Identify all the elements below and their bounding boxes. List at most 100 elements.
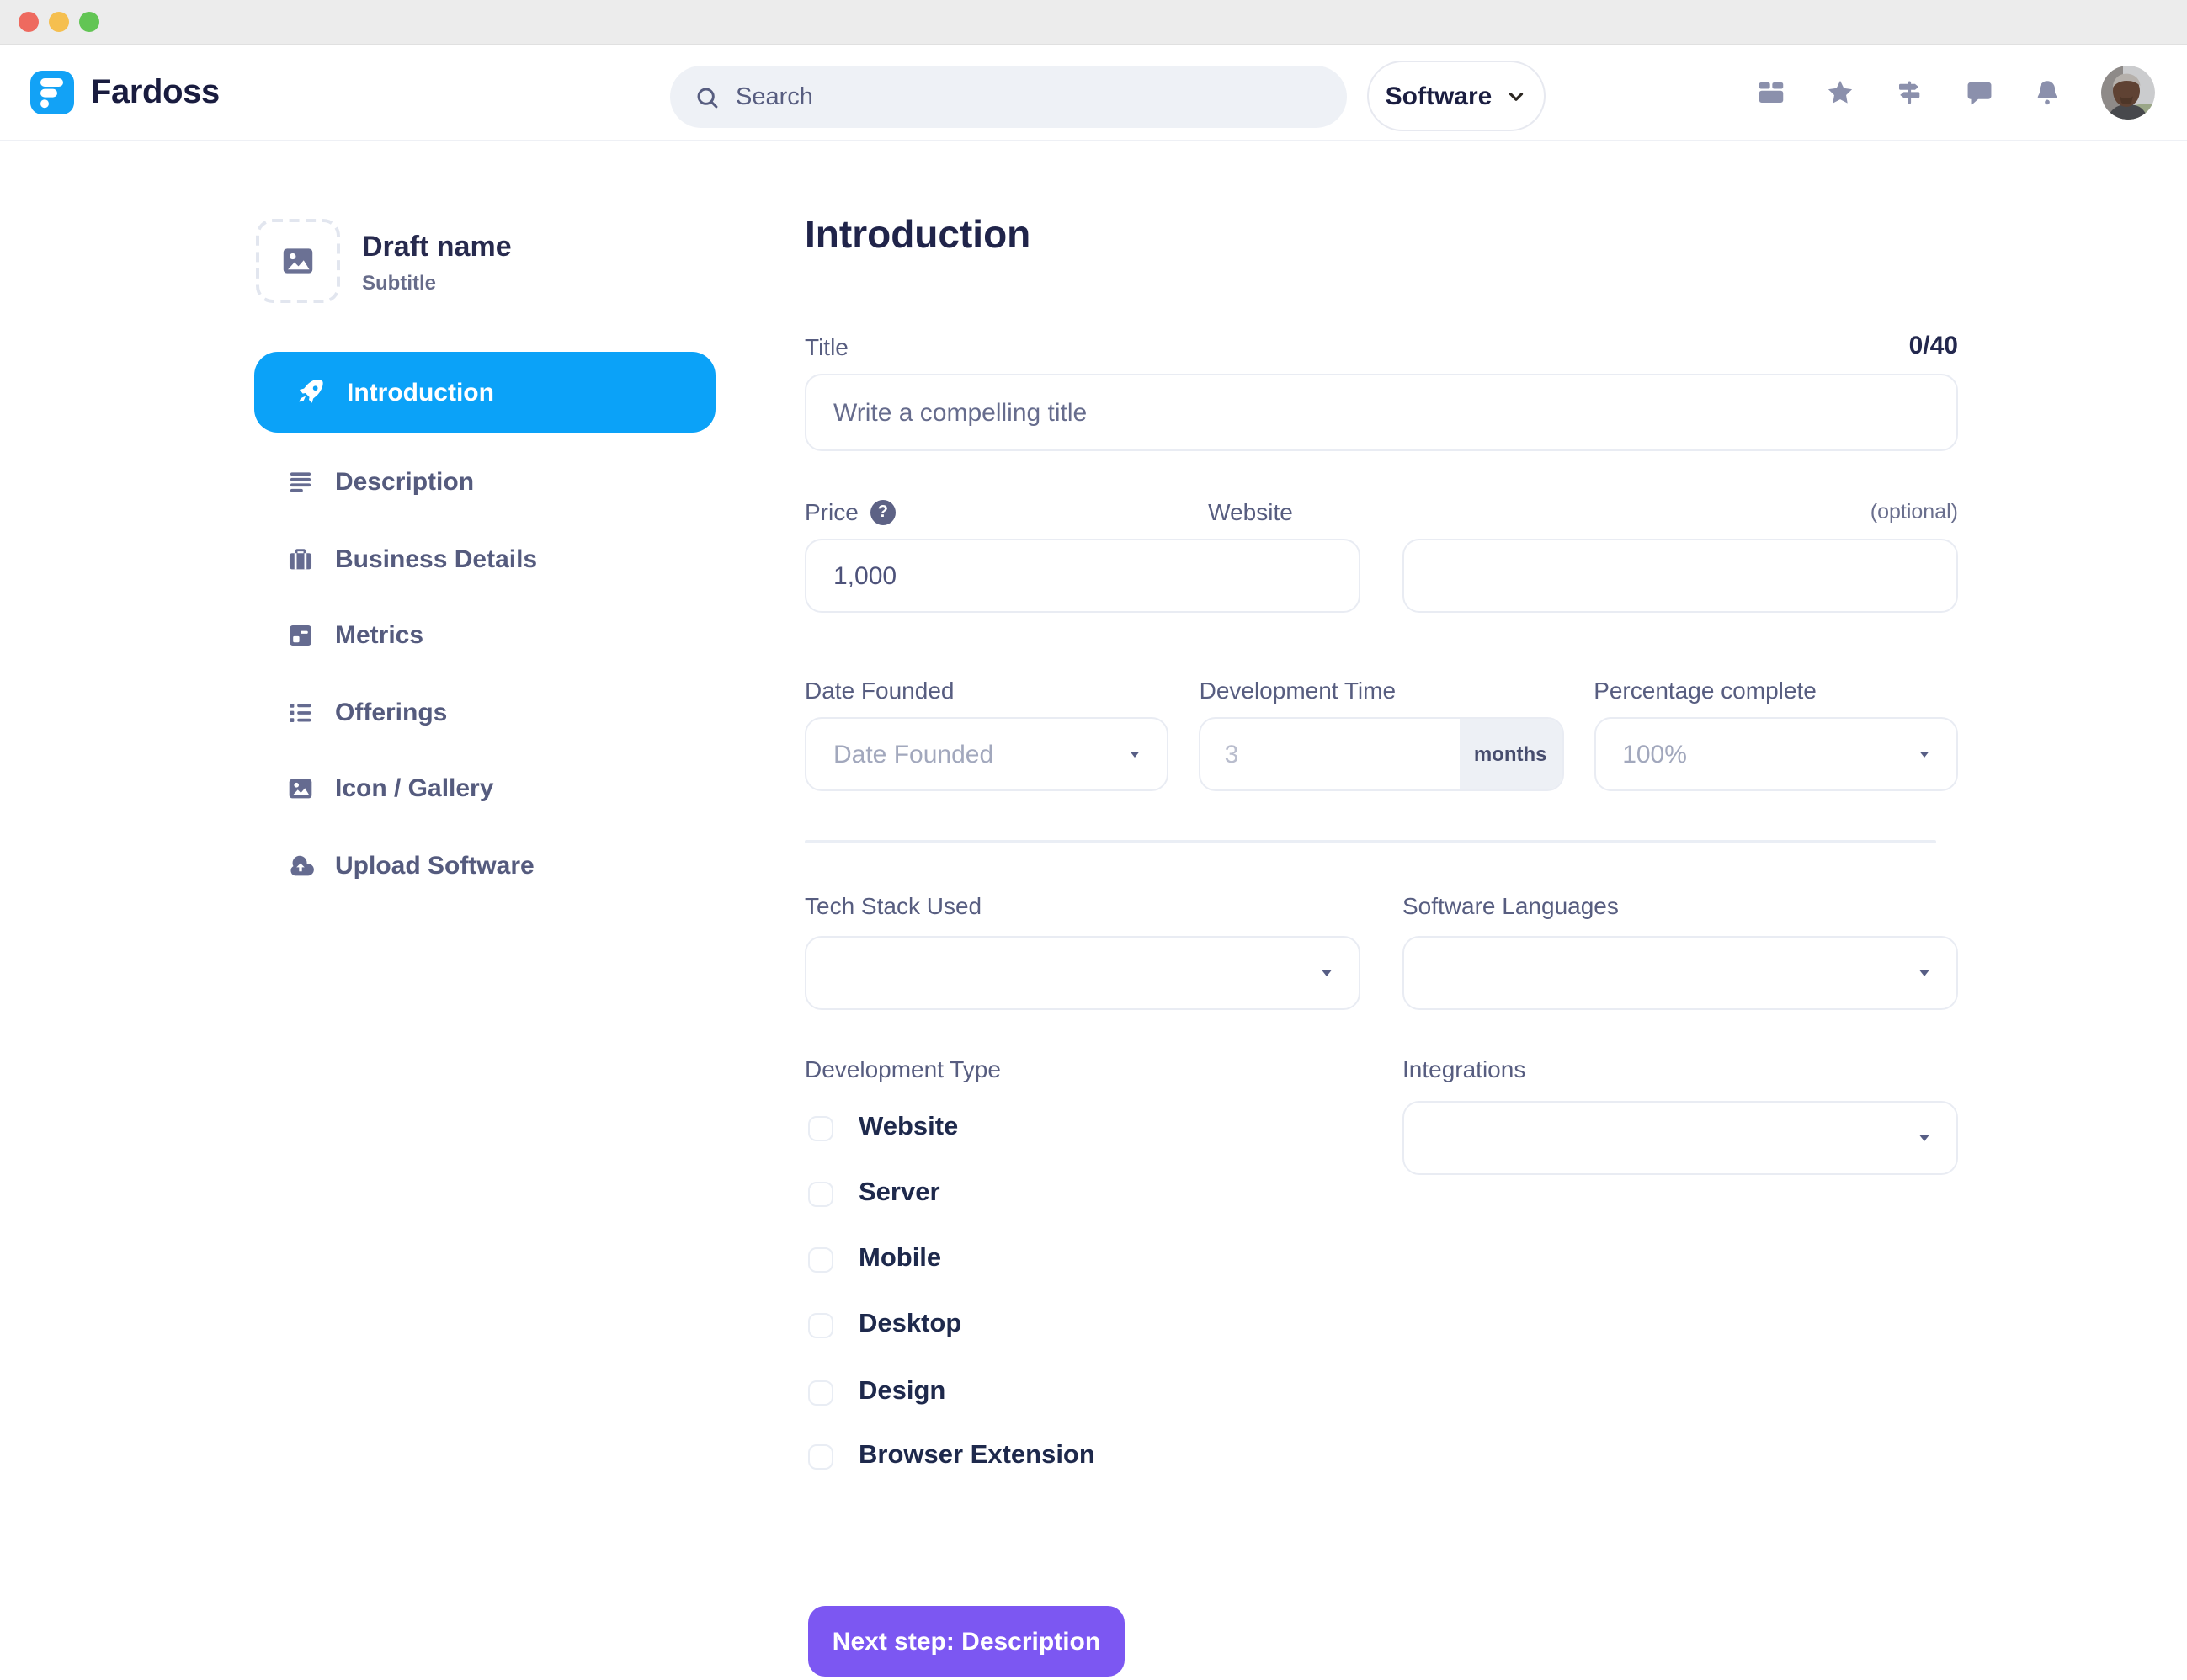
section-divider [805,840,1936,843]
caret-down-icon [1322,970,1332,976]
bell-icon[interactable] [2032,77,2062,108]
window-close-button[interactable] [19,12,39,32]
sidebar-item-description[interactable]: Description [286,461,474,502]
date-founded-select[interactable]: Date Founded [805,717,1169,791]
image-icon [289,778,312,798]
tech-stack-label: Tech Stack Used [805,892,982,919]
checkbox-label: Desktop [859,1310,962,1338]
development-type-label: Development Type [805,1055,1001,1082]
introduction-form: Introduction Title 0/40 Price ? Website … [805,199,1958,1680]
checkbox[interactable] [808,1115,833,1140]
rocket-icon [299,380,323,403]
caret-down-icon [1919,970,1929,976]
founded-time-percent-labels: Date Founded Development Time Percentage… [805,677,1958,707]
draft-name: Draft name [362,231,512,263]
sidebar-item-metrics[interactable]: Metrics [286,614,423,655]
title-label-row: Title 0/40 [805,332,1958,360]
caret-down-icon [1131,752,1141,758]
devtype-option-browser-extension[interactable]: Browser Extension [808,1434,1095,1478]
date-founded-value: Date Founded [833,740,994,768]
title-char-counter: 0/40 [1908,332,1958,360]
website-label: Website [1208,498,1293,525]
sidebar-item-upload-software[interactable]: Upload Software [286,845,535,885]
devtype-option-mobile[interactable]: Mobile [808,1237,941,1281]
stack-languages-labels: Tech Stack Used Software Languages [805,892,1958,922]
sidebar-item-business-details[interactable]: Business Details [286,539,537,579]
sidebar-item-label: Upload Software [335,851,535,880]
software-languages-label: Software Languages [1402,892,1619,919]
star-icon[interactable] [1825,77,1855,108]
website-input[interactable] [1402,539,1958,613]
next-step-button[interactable]: Next step: Description [808,1606,1125,1677]
search-input[interactable] [736,83,1323,110]
draft-summary: Draft name Subtitle [256,219,512,303]
development-time-group: months [1199,717,1564,791]
price-label: Price [805,498,859,525]
brand[interactable]: Fardoss [30,45,220,140]
founded-time-percent-fields: Date Founded months 100% [805,717,1958,791]
devtype-option-server[interactable]: Server [808,1172,940,1215]
percentage-complete-select[interactable]: 100% [1594,717,1958,791]
integrations-select[interactable] [1402,1101,1958,1175]
box-icon[interactable] [1756,77,1786,108]
help-icon[interactable]: ? [870,499,896,524]
sidebar-item-label: Offerings [335,698,448,726]
percentage-complete-value: 100% [1622,740,1687,768]
signpost-icon[interactable] [1894,77,1924,108]
sidebar-item-icon-gallery[interactable]: Icon / Gallery [286,768,493,808]
window-titlebar [0,0,2187,45]
development-time-input[interactable] [1200,719,1460,789]
cloud-upload-icon [290,854,314,875]
draft-meta: Draft name Subtitle [362,219,512,303]
devtype-option-design[interactable]: Design [808,1370,945,1414]
search-bar[interactable] [670,66,1347,128]
software-languages-select[interactable] [1402,936,1958,1010]
category-selector[interactable]: Software [1367,61,1546,131]
align-left-icon [290,471,311,492]
devtype-option-website[interactable]: Website [808,1106,958,1150]
devtype-option-desktop[interactable]: Desktop [808,1303,961,1347]
sidebar-item-offerings[interactable]: Offerings [286,692,447,732]
checkbox[interactable] [808,1247,833,1272]
metrics-card-icon [290,624,311,646]
search-icon [697,87,718,108]
chevron-down-icon [1509,92,1524,100]
fardoss-logo-icon [30,71,74,114]
checkbox[interactable] [808,1443,833,1469]
price-input[interactable] [805,539,1360,613]
header-actions [1756,45,2155,140]
tech-stack-select[interactable] [805,936,1360,1010]
percentage-complete-label: Percentage complete [1594,677,1817,704]
image-icon [283,248,313,274]
user-avatar[interactable] [2101,66,2155,120]
stack-languages-fields [805,936,1958,1010]
avatar-photo [2101,66,2155,120]
checkbox-label: Server [859,1178,940,1207]
sidebar-item-label: Introduction [347,378,494,407]
date-founded-label: Date Founded [805,677,955,704]
draft-sidebar: Draft name Subtitle Introduction Descrip… [254,219,716,1229]
title-input[interactable] [805,374,1958,451]
caret-down-icon [1919,752,1929,758]
caret-down-icon [1919,1135,1929,1141]
checkbox[interactable] [808,1181,833,1206]
brand-name: Fardoss [91,73,220,110]
checkbox-label: Mobile [859,1244,942,1273]
window-zoom-button[interactable] [79,12,99,32]
draft-subtitle: Subtitle [362,271,436,295]
sidebar-item-introduction[interactable]: Introduction [254,352,716,433]
draft-thumbnail-upload[interactable] [256,219,340,303]
checkbox-label: Browser Extension [859,1441,1095,1470]
development-time-label: Development Time [1199,677,1397,704]
window-minimize-button[interactable] [49,12,69,32]
integrations-label: Integrations [1402,1055,1526,1082]
checkbox[interactable] [808,1312,833,1337]
checkbox[interactable] [808,1380,833,1405]
chat-icon[interactable] [1963,77,1993,108]
sidebar-item-label: Metrics [335,620,424,649]
sidebar-item-label: Description [335,467,475,496]
briefcase-icon [289,548,312,569]
price-website-fields [805,539,1958,613]
checkbox-label: Design [859,1377,946,1406]
development-time-unit: months [1459,719,1562,789]
